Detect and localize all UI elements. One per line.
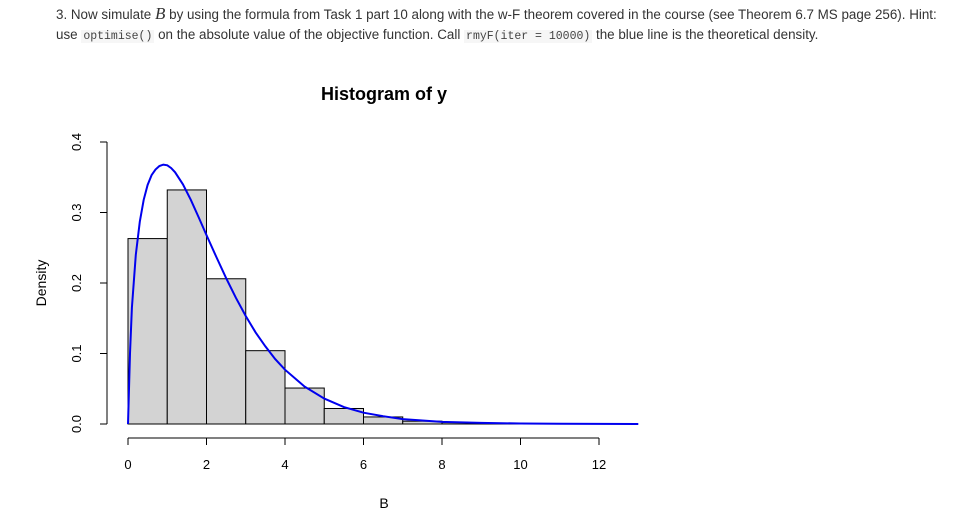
x-axis-label: B [379,495,388,511]
y-axis-label: Density [33,260,49,307]
y-tick-label: 0.4 [69,133,84,151]
bars-layer [127,189,561,425]
density-curve [127,163,639,425]
task-prefix: 3. Now simulate [56,7,152,22]
x-tick-label: 12 [592,457,606,472]
histogram-bar [284,387,325,425]
histogram-bar [166,189,207,425]
histogram-bar [127,238,168,425]
x-tick-label: 10 [513,457,527,472]
x-tick-label: 8 [438,457,445,472]
task-part-2: on the absolute value of the objective f… [158,27,461,42]
histogram-bar [323,407,364,425]
chart-title: Histogram of y [321,84,447,104]
task-part-3: the blue line is the theoretical density… [596,27,819,42]
y-tick-label: 0.1 [69,344,84,362]
histogram-bar [245,350,286,425]
histogram-bar [206,278,247,425]
x-tick-label: 0 [124,457,131,472]
x-tick-label: 2 [203,457,210,472]
x-axis: 0 2 4 6 8 10 12 [124,437,606,472]
y-tick-label: 0.2 [69,274,84,292]
y-axis: 0.0 0.1 0.2 0.3 0.4 [69,133,108,433]
x-tick-label: 6 [360,457,367,472]
code-rmyf: rmyF(iter = 10000) [464,30,593,43]
code-optimise: optimise() [81,30,155,43]
task-instructions: 3. Now simulate B by using the formula f… [56,4,956,47]
math-symbol-b: B [155,4,166,23]
y-tick-label: 0.3 [69,203,84,221]
curve-layer [127,163,639,425]
task-part-1: by using the formula from Task 1 part 10… [56,7,937,42]
x-tick-label: 4 [281,457,288,472]
y-tick-label: 0.0 [69,415,84,433]
